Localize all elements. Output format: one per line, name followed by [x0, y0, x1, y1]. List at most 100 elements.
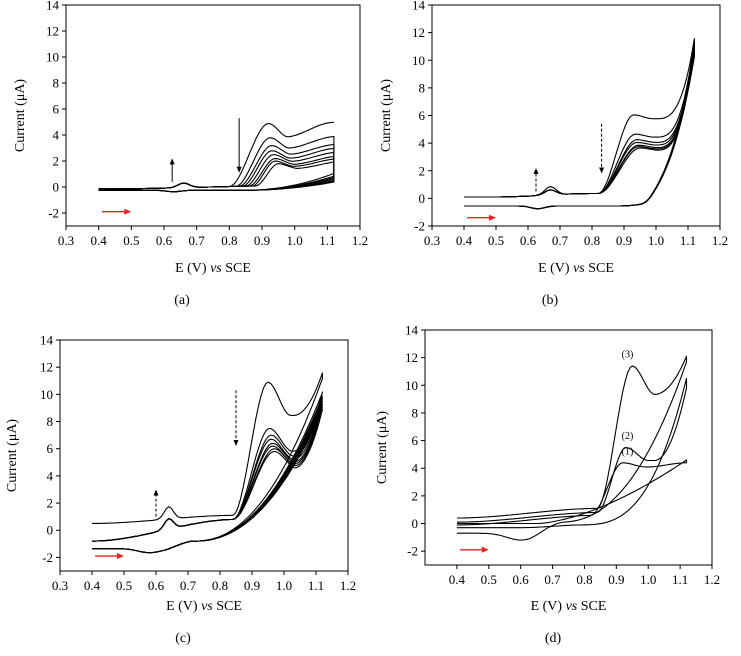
trend-arrowhead-up	[153, 489, 159, 496]
y-tick-label: 14	[412, 0, 426, 13]
x-tick-label: 1.1	[319, 233, 335, 248]
x-tick-label: 1.1	[672, 572, 688, 587]
x-tick-label: 0.7	[552, 233, 569, 248]
y-tick-label: 10	[46, 50, 59, 65]
trend-arrowhead-down	[599, 167, 605, 174]
series-line-1	[456, 459, 688, 526]
y-axis-label: Current (μA)	[379, 79, 394, 153]
curve-label: (3)	[622, 350, 634, 361]
y-tick-label: 14	[405, 323, 419, 338]
x-tick-label: 0.9	[244, 578, 260, 593]
trend-arrowhead-up	[533, 167, 539, 174]
plot-area	[98, 121, 335, 193]
y-tick-label: 8	[419, 80, 426, 95]
y-tick-label: 10	[405, 378, 418, 393]
x-tick-label: 0.7	[180, 578, 197, 593]
x-tick-label: 0.8	[221, 233, 237, 248]
y-tick-label: 14	[46, 0, 60, 13]
x-axis-label: E (V) vs SCE	[166, 599, 242, 614]
x-tick-label: 1.1	[308, 578, 324, 593]
trend-arrowhead-down	[236, 166, 242, 173]
x-axis-label: E (V) vs SCE	[175, 261, 251, 276]
y-tick-label: 2	[412, 488, 419, 503]
series-line-8	[98, 161, 335, 193]
curve-label: (1)	[622, 446, 634, 457]
y-tick-label: 0	[412, 516, 419, 531]
y-tick-label: 12	[40, 360, 53, 375]
scan-direction-arrowhead	[117, 553, 124, 560]
y-tick-label: 12	[405, 350, 418, 365]
scan-direction-arrowhead	[481, 546, 489, 553]
x-tick-label: 0.6	[520, 233, 537, 248]
y-tick-label: 2	[419, 163, 426, 178]
x-tick-label: 0.5	[488, 233, 504, 248]
y-tick-label: 8	[412, 405, 419, 420]
x-axis-label: E (V) vs SCE	[538, 261, 614, 276]
series-line-3	[464, 40, 695, 210]
series-line-1	[98, 121, 334, 190]
x-tick-label: 0.4	[84, 578, 101, 593]
x-tick-label: 0.7	[544, 572, 561, 587]
x-tick-label: 0.3	[52, 578, 68, 593]
panel-caption: (b)	[542, 293, 559, 308]
x-tick-label: 1.0	[276, 578, 292, 593]
trend-arrowhead-up	[169, 158, 175, 165]
x-tick-label: 0.8	[584, 233, 600, 248]
y-tick-label: -2	[414, 219, 425, 234]
x-tick-label: 1.2	[704, 572, 720, 587]
x-tick-label: 0.9	[254, 233, 270, 248]
x-tick-label: 1.0	[287, 233, 303, 248]
y-tick-label: 2	[47, 496, 54, 511]
series-line-5	[92, 400, 323, 554]
series-line-7	[464, 46, 695, 210]
x-tick-label: 0.9	[608, 572, 624, 587]
x-tick-label: 0.7	[189, 233, 206, 248]
y-tick-label: 14	[40, 333, 54, 348]
scan-direction-arrowhead	[124, 208, 132, 215]
plot-area	[456, 355, 688, 541]
y-tick-label: 4	[419, 136, 426, 151]
x-tick-label: 0.5	[481, 572, 497, 587]
x-tick-label: 1.0	[640, 572, 656, 587]
series-line-7	[92, 406, 323, 554]
series-line-5	[464, 43, 695, 210]
x-tick-label: 0.5	[116, 578, 132, 593]
x-tick-label: 1.1	[680, 233, 696, 248]
y-tick-label: 6	[47, 441, 54, 456]
y-tick-label: 12	[412, 25, 425, 40]
y-tick-label: 0	[53, 180, 60, 195]
y-tick-label: -2	[407, 544, 418, 559]
y-tick-label: 6	[412, 433, 419, 448]
plot-area	[92, 372, 323, 554]
x-tick-label: 0.9	[616, 233, 632, 248]
series-line-5	[98, 151, 335, 193]
x-tick-label: 1.0	[648, 233, 664, 248]
x-tick-label: 0.4	[456, 233, 473, 248]
y-tick-label: 6	[419, 108, 426, 123]
x-tick-label: 0.3	[58, 233, 74, 248]
plot-area	[464, 38, 695, 210]
chart-panel-d: 0.4 0.5 0.6 0.7 0.8 0.9 1.0 1.1 1.2 -2 0 2 4 6 8 10 12 14…	[375, 323, 720, 647]
series-line-6	[464, 44, 695, 210]
x-tick-label: 0.4	[449, 572, 466, 587]
y-tick-label: 12	[46, 24, 59, 39]
series-line-2	[456, 377, 688, 529]
x-tick-label: 1.2	[340, 578, 356, 593]
series-line-4	[98, 147, 335, 193]
chart-panel-b: 0.3 0.4 0.5 0.6 0.7 0.8 0.9 1.0 1.1 1.2 -2 0 2 4 6 8 10 1…	[379, 0, 728, 308]
y-tick-label: 0	[47, 523, 54, 538]
plot-frame	[59, 339, 349, 572]
y-tick-label: 4	[47, 468, 54, 483]
chart-panel-c: 0.3 0.4 0.5 0.6 0.7 0.8 0.9 1.0 1.1 1.2 -2 0 2 4 6 8 10 1…	[5, 333, 356, 647]
y-tick-label: 4	[412, 461, 419, 476]
y-tick-label: 10	[40, 387, 53, 402]
x-tick-label: 0.4	[91, 233, 108, 248]
x-tick-label: 0.6	[513, 572, 530, 587]
y-tick-label: 2	[53, 154, 60, 169]
x-tick-label: 0.5	[123, 233, 139, 248]
x-tick-label: 0.6	[156, 233, 173, 248]
series-line-3	[456, 355, 688, 541]
y-tick-label: 4	[53, 128, 60, 143]
y-tick-label: 10	[412, 53, 425, 68]
